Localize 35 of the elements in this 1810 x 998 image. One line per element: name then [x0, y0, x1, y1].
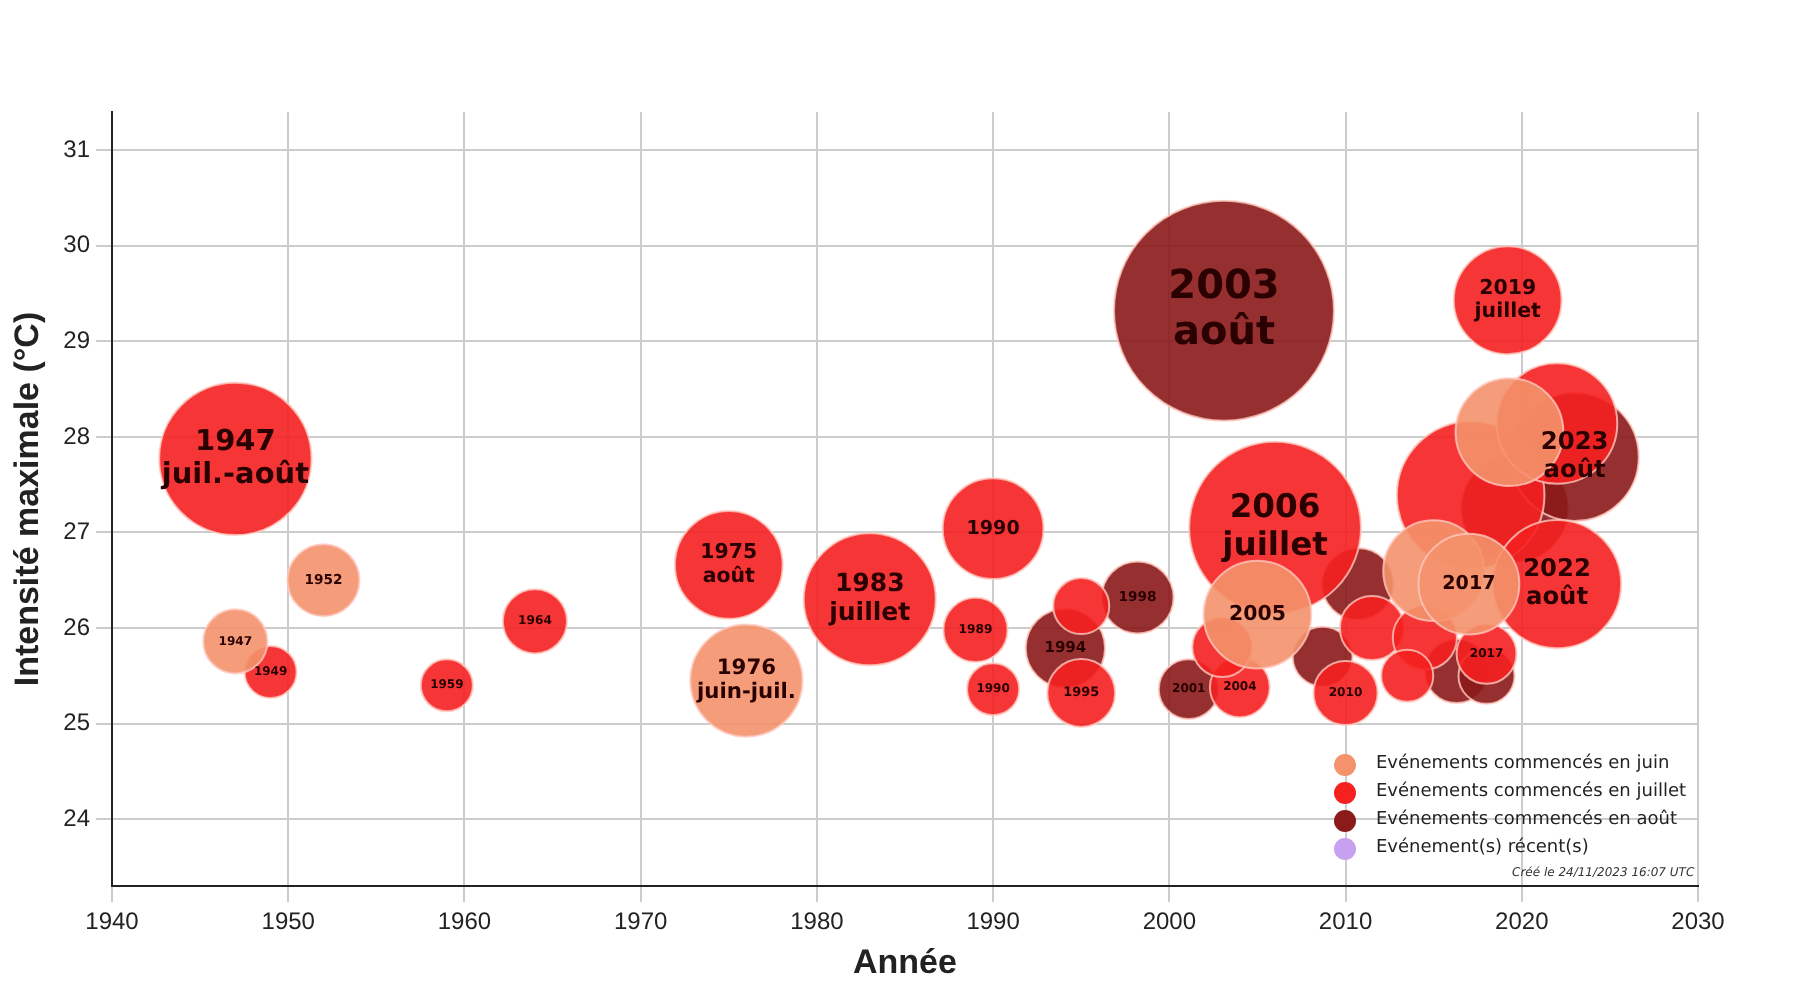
- annotation: 2005: [1228, 603, 1286, 626]
- y-axis-title: Intensité maximale (°C): [8, 311, 47, 687]
- legend-label: Evénements commencés en juin: [1376, 751, 1670, 778]
- annotation: 1947 juil.-août: [159, 425, 310, 492]
- x-tick-label: 2010: [1318, 907, 1373, 936]
- legend-label: Evénement(s) récent(s): [1376, 835, 1589, 862]
- y-tick-label: 26: [63, 612, 91, 641]
- x-tick-label: 1970: [613, 907, 669, 936]
- legend-label: Evénements commencés en juillet: [1376, 779, 1687, 806]
- annotation: 1976 juin-juil.: [694, 653, 796, 705]
- annotation: 2019 juillet: [1472, 277, 1541, 324]
- y-tick-label: 28: [63, 421, 91, 450]
- y-tick-label: 30: [63, 230, 91, 259]
- annotation: 2006 juillet: [1220, 487, 1329, 563]
- x-tick-label: 2020: [1495, 907, 1550, 936]
- legend-label: Evénements commencés en août: [1376, 807, 1677, 834]
- annotation: 1990: [966, 517, 1021, 540]
- annotation: 2003 août: [1168, 260, 1280, 355]
- x-tick-label: 1990: [966, 907, 1021, 936]
- annotation: 1983 juillet: [827, 567, 911, 627]
- x-tick-label: 1980: [790, 907, 845, 936]
- y-tick-label: 24: [63, 803, 91, 832]
- x-tick-label: 2030: [1671, 907, 1726, 936]
- y-tick-label: 31: [63, 134, 91, 163]
- annotation: 2017: [1442, 573, 1496, 596]
- x-tick-label: 1950: [261, 907, 316, 936]
- annotation: 1975 août: [700, 542, 758, 588]
- x-tick-label: 2000: [1142, 907, 1197, 936]
- y-tick-label: 27: [63, 517, 91, 546]
- x-axis-title: Année: [853, 942, 957, 981]
- annotation: 2022 août: [1523, 554, 1591, 611]
- x-tick-label: 1960: [437, 907, 492, 936]
- y-tick-label: 25: [63, 708, 91, 737]
- y-tick-label: 29: [63, 325, 91, 354]
- x-tick-label: 1940: [85, 907, 140, 936]
